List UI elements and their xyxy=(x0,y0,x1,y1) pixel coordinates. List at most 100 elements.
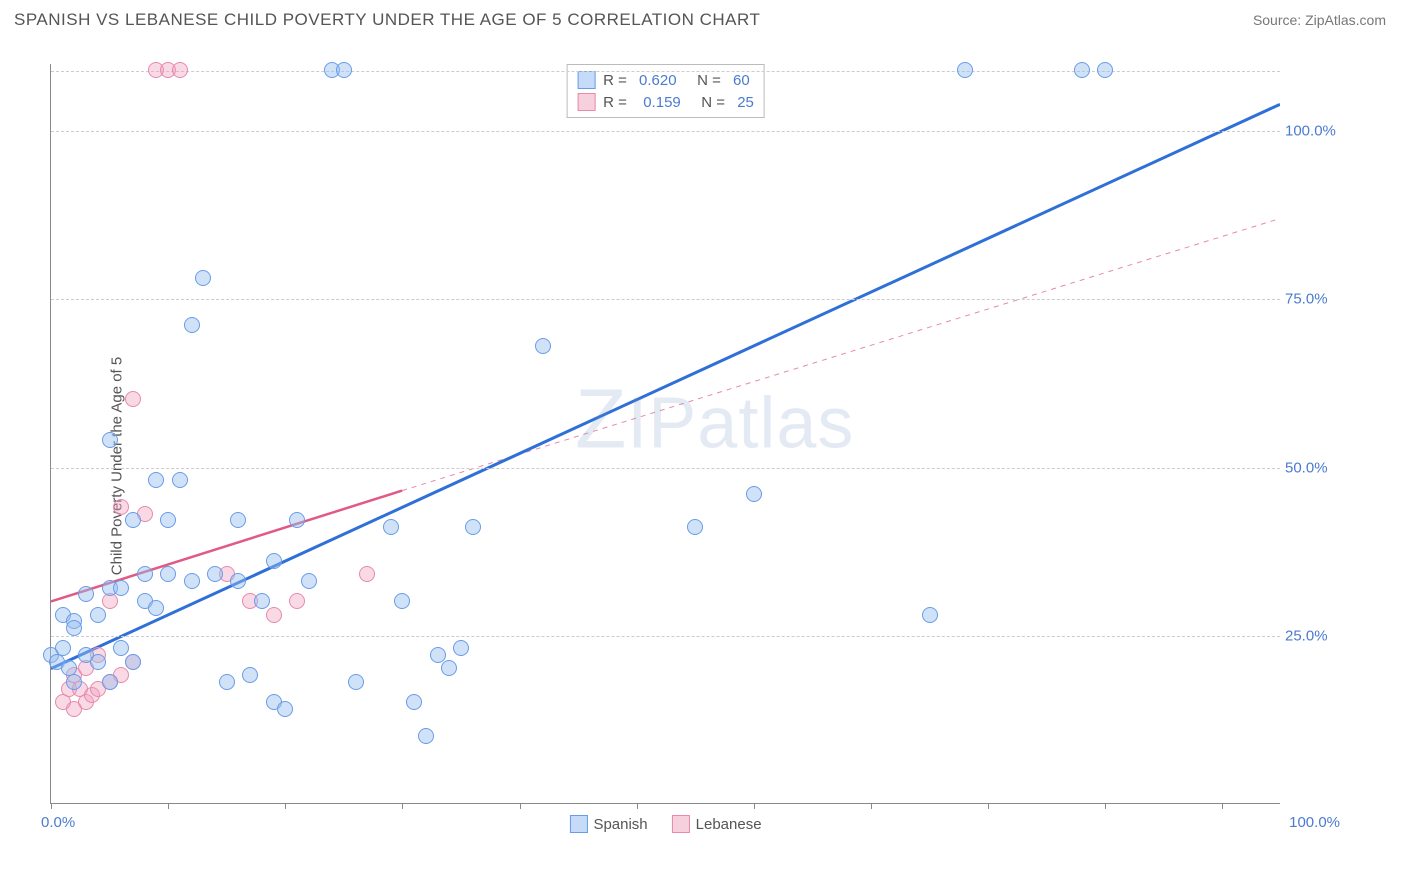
source-attribution: Source: ZipAtlas.com xyxy=(1253,12,1386,28)
data-point-spanish xyxy=(406,694,422,710)
gridline-h xyxy=(51,131,1280,132)
data-point-spanish xyxy=(66,674,82,690)
data-point-spanish xyxy=(219,674,235,690)
legend-series: Spanish Lebanese xyxy=(569,815,761,833)
x-tick xyxy=(51,803,52,809)
r-value-spanish: 0.620 xyxy=(639,72,677,89)
legend-item-lebanese: Lebanese xyxy=(672,815,762,833)
data-point-spanish xyxy=(113,640,129,656)
data-point-spanish xyxy=(125,654,141,670)
source-link[interactable]: ZipAtlas.com xyxy=(1305,12,1386,28)
data-point-spanish xyxy=(90,654,106,670)
gridline-h xyxy=(51,299,1280,300)
x-tick xyxy=(871,803,872,809)
data-point-spanish xyxy=(148,472,164,488)
legend-label-lebanese: Lebanese xyxy=(696,816,762,833)
data-point-spanish xyxy=(277,701,293,717)
data-point-spanish xyxy=(1074,62,1090,78)
watermark: ZIPatlas xyxy=(575,370,854,467)
data-point-spanish xyxy=(230,573,246,589)
n-label: N = xyxy=(689,94,729,111)
y-tick-label: 25.0% xyxy=(1285,627,1340,644)
chart-container: Child Poverty Under the Age of 5 R = 0.6… xyxy=(0,40,1406,892)
swatch-lebanese xyxy=(577,93,595,111)
y-tick-label: 100.0% xyxy=(1285,123,1340,140)
data-point-spanish xyxy=(441,660,457,676)
swatch-lebanese xyxy=(672,815,690,833)
data-point-spanish xyxy=(535,338,551,354)
trendline-lebanese-dashed xyxy=(402,219,1280,491)
legend-item-spanish: Spanish xyxy=(569,815,647,833)
swatch-spanish xyxy=(569,815,587,833)
data-point-spanish xyxy=(266,553,282,569)
n-label: N = xyxy=(685,72,725,89)
data-point-spanish xyxy=(922,607,938,623)
r-label: R = xyxy=(603,72,631,89)
data-point-spanish xyxy=(102,432,118,448)
trend-lines-layer xyxy=(51,64,1280,803)
data-point-spanish xyxy=(66,620,82,636)
x-tick xyxy=(285,803,286,809)
x-tick xyxy=(402,803,403,809)
data-point-lebanese xyxy=(172,62,188,78)
r-value-lebanese: 0.159 xyxy=(643,94,681,111)
data-point-spanish xyxy=(148,600,164,616)
data-point-spanish xyxy=(195,270,211,286)
data-point-spanish xyxy=(230,512,246,528)
y-tick-label: 75.0% xyxy=(1285,291,1340,308)
gridline-h xyxy=(51,636,1280,637)
data-point-spanish xyxy=(348,674,364,690)
source-prefix: Source: xyxy=(1253,12,1305,28)
data-point-lebanese xyxy=(113,499,129,515)
y-tick-label: 50.0% xyxy=(1285,459,1340,476)
legend-row-lebanese: R = 0.159 N = 25 xyxy=(577,91,754,113)
data-point-spanish xyxy=(289,512,305,528)
data-point-spanish xyxy=(102,674,118,690)
data-point-spanish xyxy=(957,62,973,78)
data-point-spanish xyxy=(160,512,176,528)
data-point-spanish xyxy=(687,519,703,535)
x-tick xyxy=(1105,803,1106,809)
x-axis-min-label: 0.0% xyxy=(41,814,75,831)
data-point-spanish xyxy=(184,573,200,589)
x-tick xyxy=(754,803,755,809)
data-point-spanish xyxy=(418,728,434,744)
x-tick xyxy=(637,803,638,809)
data-point-spanish xyxy=(465,519,481,535)
data-point-spanish xyxy=(383,519,399,535)
data-point-spanish xyxy=(242,667,258,683)
data-point-spanish xyxy=(113,580,129,596)
data-point-lebanese xyxy=(359,566,375,582)
gridline-h xyxy=(51,71,1280,72)
data-point-spanish xyxy=(1097,62,1113,78)
legend-label-spanish: Spanish xyxy=(593,816,647,833)
data-point-spanish xyxy=(301,573,317,589)
n-value-spanish: 60 xyxy=(733,72,750,89)
data-point-spanish xyxy=(453,640,469,656)
legend-row-spanish: R = 0.620 N = 60 xyxy=(577,69,754,91)
data-point-spanish xyxy=(394,593,410,609)
data-point-spanish xyxy=(78,586,94,602)
data-point-lebanese xyxy=(125,391,141,407)
header-bar: SPANISH VS LEBANESE CHILD POVERTY UNDER … xyxy=(0,0,1406,36)
data-point-spanish xyxy=(184,317,200,333)
data-point-spanish xyxy=(160,566,176,582)
legend-correlation: R = 0.620 N = 60 R = 0.159 N = 25 xyxy=(566,64,765,118)
r-label: R = xyxy=(603,94,635,111)
data-point-spanish xyxy=(430,647,446,663)
data-point-spanish xyxy=(207,566,223,582)
data-point-spanish xyxy=(125,512,141,528)
data-point-spanish xyxy=(55,640,71,656)
x-tick xyxy=(168,803,169,809)
chart-title: SPANISH VS LEBANESE CHILD POVERTY UNDER … xyxy=(14,10,760,30)
data-point-lebanese xyxy=(289,593,305,609)
data-point-spanish xyxy=(172,472,188,488)
data-point-spanish xyxy=(137,566,153,582)
x-tick xyxy=(520,803,521,809)
data-point-spanish xyxy=(90,607,106,623)
x-tick xyxy=(1222,803,1223,809)
plot-area: R = 0.620 N = 60 R = 0.159 N = 25 ZIPatl… xyxy=(50,64,1280,804)
gridline-h xyxy=(51,468,1280,469)
data-point-spanish xyxy=(336,62,352,78)
data-point-lebanese xyxy=(266,607,282,623)
